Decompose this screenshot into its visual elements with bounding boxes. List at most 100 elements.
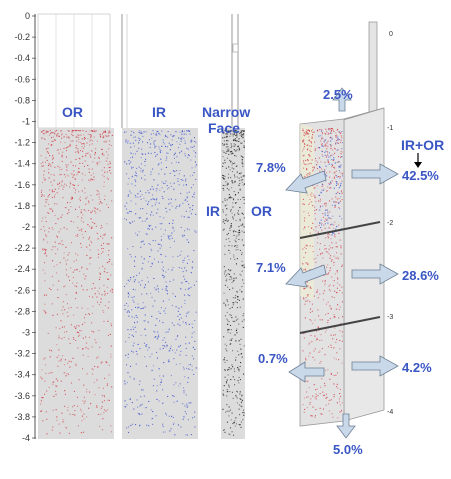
or-particle <box>86 142 88 144</box>
ir-particle <box>165 346 167 348</box>
ir-particle <box>161 380 163 382</box>
ir-particle <box>124 380 126 382</box>
narrow-particle <box>223 228 225 230</box>
ir-particle <box>134 265 136 267</box>
iso-particle <box>313 194 315 196</box>
or-particle <box>76 174 78 176</box>
ir-particle <box>172 227 174 229</box>
axis-tick-label: 0 <box>25 11 30 21</box>
ir-particle <box>139 414 141 416</box>
or-particle <box>92 161 94 163</box>
iso-particle <box>322 155 324 157</box>
ir-particle <box>128 280 130 282</box>
ir-particle <box>177 310 179 312</box>
ir-particle <box>172 170 174 172</box>
or-particle <box>66 373 68 375</box>
or-particle <box>56 313 58 315</box>
ir-particle <box>171 205 173 207</box>
ir-particle <box>163 217 165 219</box>
narrow-particle <box>232 198 234 200</box>
narrow-particle <box>234 181 236 183</box>
or-particle <box>73 184 75 186</box>
iso-particle <box>320 334 322 336</box>
narrow-particle <box>229 252 231 254</box>
iso-particle <box>314 141 316 143</box>
narrow-particle <box>240 132 242 134</box>
iso-particle <box>322 184 324 186</box>
ir-particle <box>187 381 189 383</box>
ir-particle <box>187 216 189 218</box>
iso-particle <box>340 156 342 158</box>
ir-particle <box>129 398 131 400</box>
narrow-particle <box>229 289 231 291</box>
ir-particle <box>184 288 186 290</box>
or-particle <box>45 250 47 252</box>
narrow-particle <box>226 379 228 381</box>
or-particle <box>46 418 48 420</box>
ir-particle <box>139 196 141 198</box>
or-particle <box>106 362 108 364</box>
ir-particle <box>139 405 141 407</box>
ir-particle <box>144 407 146 409</box>
iso-particle <box>325 165 327 167</box>
iso-particle <box>331 413 333 415</box>
ir-particle <box>145 158 147 160</box>
narrow-particle <box>226 140 228 142</box>
ir-particle <box>161 223 163 225</box>
ir-particle <box>184 302 186 304</box>
iso-particle <box>308 140 310 142</box>
iso-particle <box>338 161 340 163</box>
narrow-particle <box>236 258 238 260</box>
ir-particle <box>132 345 134 347</box>
ir-particle <box>153 258 155 260</box>
narrow-particle <box>234 150 236 152</box>
iso-particle <box>302 140 304 142</box>
or-particle <box>75 364 77 366</box>
iso-particle <box>337 142 339 144</box>
iso-particle <box>326 266 328 268</box>
iso-particle <box>321 143 323 145</box>
iso-particle <box>315 330 317 332</box>
iso-particle <box>303 203 305 205</box>
or-particle <box>77 184 79 186</box>
iso-particle <box>315 389 317 391</box>
ir-particle <box>135 139 137 141</box>
ir-particle <box>127 296 129 298</box>
iso-particle <box>327 211 329 213</box>
iso-particle <box>319 222 321 224</box>
or-particle <box>106 171 108 173</box>
ir-particle <box>192 261 194 263</box>
narrow-particle <box>226 395 228 397</box>
ir-particle <box>146 218 148 220</box>
ir-particle <box>143 395 145 397</box>
ir-particle <box>174 170 176 172</box>
narrow-particle <box>232 231 234 233</box>
ir-particle <box>144 320 146 322</box>
or-particle <box>81 266 83 268</box>
narrow-particle <box>240 348 242 350</box>
or-particle <box>60 358 62 360</box>
narrow-particle <box>236 133 238 135</box>
iso-particle <box>319 166 321 168</box>
iso-particle <box>308 129 310 131</box>
narrow-particle <box>230 161 232 163</box>
or-particle <box>58 243 60 245</box>
ir-particle <box>173 188 175 190</box>
or-particle <box>48 203 50 205</box>
narrow-particle <box>231 187 233 189</box>
or-particle <box>60 173 62 175</box>
iso-particle <box>319 147 321 149</box>
ir-particle <box>169 246 171 248</box>
ir-particle <box>179 131 181 133</box>
ir-particle <box>148 228 150 230</box>
ir-particle <box>144 356 146 358</box>
ir-particle <box>142 171 144 173</box>
or-particle <box>91 179 93 181</box>
ir-particle <box>127 279 129 281</box>
or-particle <box>96 194 98 196</box>
or-particle <box>67 362 69 364</box>
narrow-particle <box>242 184 244 186</box>
narrow-particle <box>233 368 235 370</box>
ir-particle <box>169 280 171 282</box>
iso-particle <box>333 227 335 229</box>
